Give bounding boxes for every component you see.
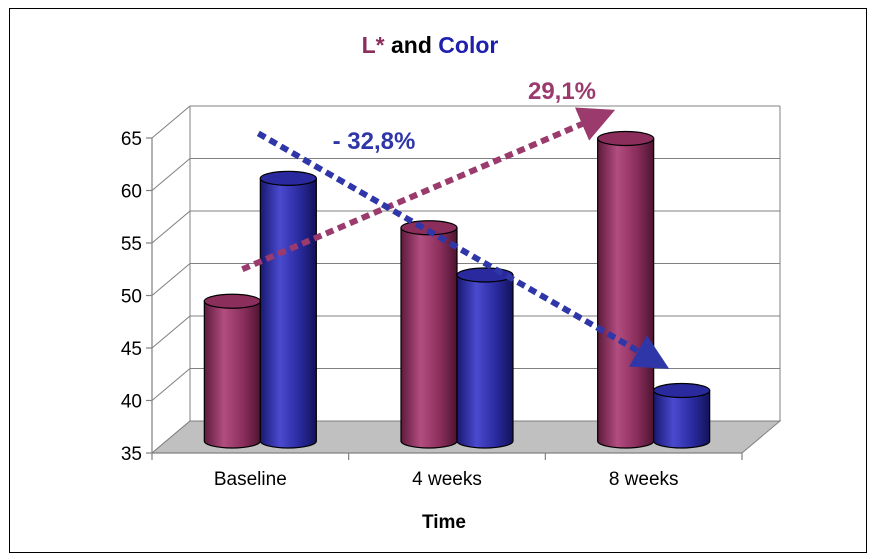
bar-top [400,220,458,236]
chart-title-part: Color [438,32,498,58]
grid-line-diag [151,158,191,191]
bar-top [203,293,261,309]
bar-color-0 [259,170,317,449]
bar-top [597,130,655,147]
y-tick-label: 45 [121,339,142,360]
bar-body [203,300,261,449]
grid-line-diag [151,263,191,296]
y-tick-label: 50 [121,287,142,308]
chart-title-part: L* [362,32,385,58]
bar-top [259,170,317,186]
x-category-label: 8 weeks [609,469,679,490]
axes [146,137,743,460]
bar-lstar-0 [203,293,261,449]
chart-title: L* and Color [362,32,499,58]
y-tick-label: 60 [121,182,142,203]
annotation-lstar-change: 29,1% [528,78,596,105]
grid-line-diag [151,315,191,349]
bar-top [456,267,514,283]
bars [203,130,711,449]
bar-body [456,274,514,449]
bar-lstar-2 [597,130,655,449]
bar-body [259,177,317,449]
x-category-label: Baseline [214,469,287,490]
bar-color-1 [456,267,514,449]
bar-color-2 [653,382,711,449]
y-tick-label: 40 [121,392,142,413]
x-axis-title: Time [422,512,466,533]
grid-line-diag [151,368,191,401]
chart-title-part: and [385,32,439,58]
x-tick-labels: Baseline 4 weeks 8 weeks [214,469,679,490]
bar-body [653,389,711,449]
grid-line-diag [151,210,191,244]
y-tick-label: 35 [121,444,142,465]
bar-top [653,382,711,399]
bar-body [597,137,655,449]
bar-lstar-1 [400,220,458,449]
y-tick-label: 65 [121,129,142,150]
x-category-label: 4 weeks [412,469,482,490]
y-tick-label: 55 [121,234,142,255]
trend-arrows: 29,1% - 32,8% [241,78,670,369]
grid-line-diag [151,105,191,139]
y-tick-labels: 35 40 45 50 55 60 65 [121,129,142,465]
bar-body [400,227,458,449]
annotation-color-change: - 32,8% [333,128,416,155]
trend-arrow-color [256,130,670,369]
